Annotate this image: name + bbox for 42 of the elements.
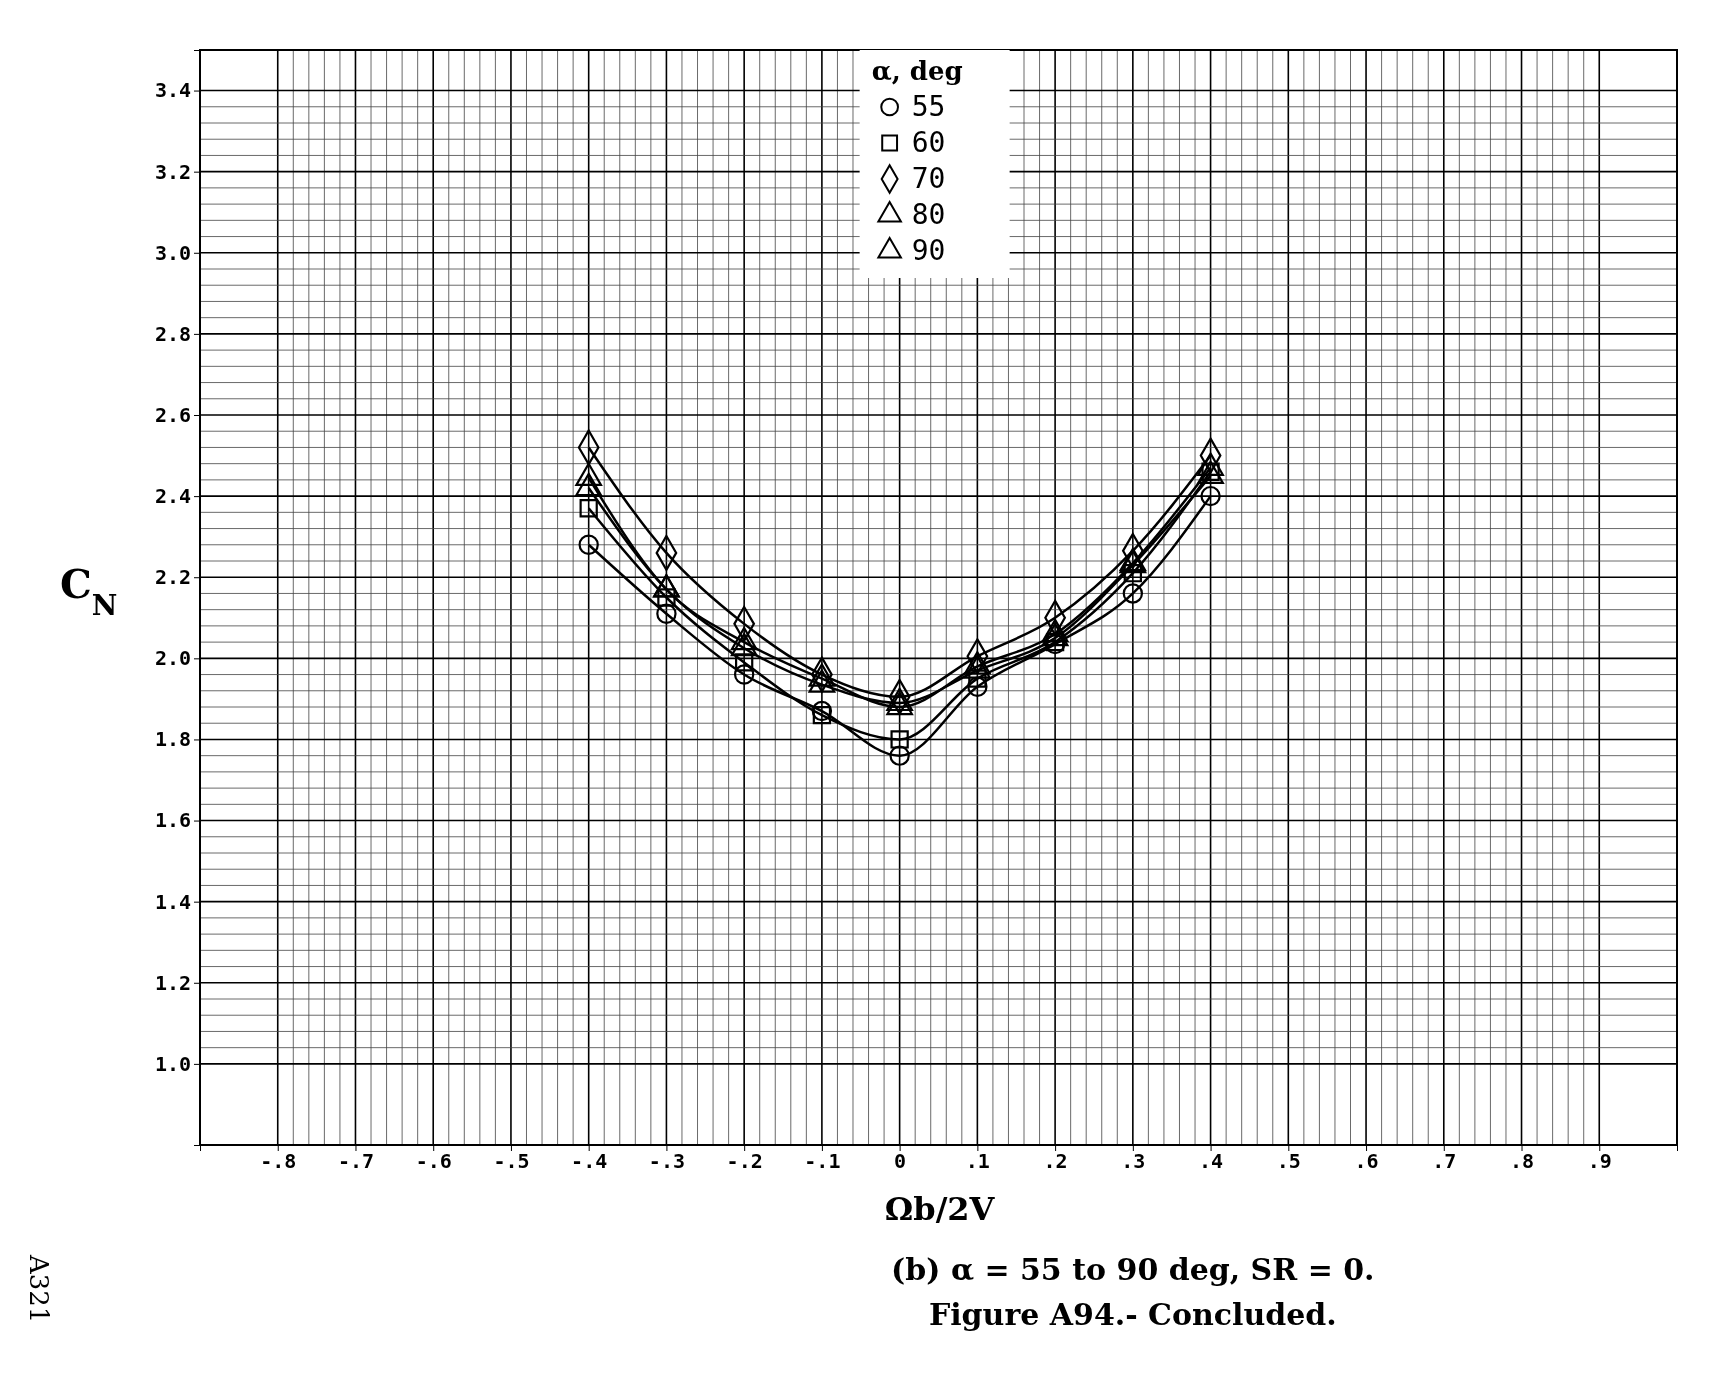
legend-title: α, deg (871, 56, 963, 86)
x-tick-label: -.2 (726, 1149, 763, 1174)
y-tick-label: 1.2 (154, 970, 191, 995)
y-tick-label: 1.6 (154, 808, 191, 833)
x-tick-label: .6 (1354, 1149, 1379, 1174)
x-tick-label: -.8 (260, 1149, 297, 1174)
text: Figure A94.- Concluded. (928, 1297, 1337, 1332)
x-tick-label: .9 (1587, 1149, 1612, 1174)
y-tick-label: 1.8 (154, 727, 191, 752)
x-tick-label: -.7 (337, 1149, 375, 1174)
y-tick-label: 2.4 (154, 484, 191, 509)
legend-label: 90 (911, 234, 946, 267)
x-tick-label: .4 (1199, 1149, 1224, 1174)
y-tick-label: 1.0 (154, 1051, 191, 1076)
x-tick-label: -.5 (493, 1149, 530, 1174)
y-tick-label: 2.0 (154, 646, 191, 671)
x-tick-label: -.3 (648, 1149, 685, 1174)
y-tick-label: 2.2 (154, 565, 191, 590)
x-tick-label: .5 (1276, 1149, 1301, 1174)
text: (b) α = 55 to 90 deg, SR = 0. (891, 1252, 1375, 1287)
legend-label: 60 (911, 126, 946, 159)
y-axis-title: C$_{N}$ (60, 559, 118, 621)
x-tick-label: .8 (1509, 1149, 1535, 1174)
x-tick-label: -.6 (415, 1149, 452, 1174)
x-tick-label: .7 (1432, 1149, 1457, 1174)
y-tick-label: 2.8 (154, 321, 191, 346)
text: A321 (24, 1254, 54, 1324)
legend-label: 70 (911, 162, 946, 195)
x-tick-label: .3 (1121, 1149, 1146, 1174)
x-axis-title: Ωb/2V (884, 1190, 996, 1228)
x-tick-label: .1 (965, 1149, 990, 1174)
y-tick-label: 3.0 (154, 240, 191, 265)
x-tick-label: -.4 (571, 1149, 608, 1174)
y-tick-label: 3.4 (154, 78, 191, 103)
legend-label: 55 (911, 90, 946, 123)
x-tick-label: .2 (1043, 1149, 1068, 1174)
y-tick-label: 1.4 (154, 889, 191, 914)
legend-label: 80 (911, 198, 946, 231)
y-tick-label: 3.2 (154, 159, 191, 184)
x-tick-label: -.1 (804, 1149, 841, 1174)
y-tick-label: 2.6 (154, 402, 191, 427)
x-tick-label: 0 (894, 1149, 907, 1174)
